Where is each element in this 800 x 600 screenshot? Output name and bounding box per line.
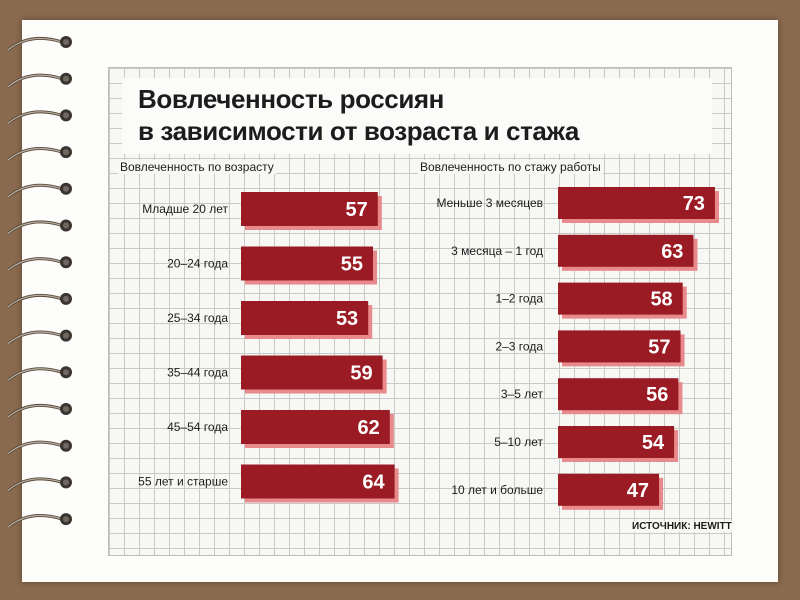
bar-value-label: 57	[648, 336, 670, 358]
category-label: 20–24 года	[167, 257, 228, 271]
category-label: 5–10 лет	[494, 435, 543, 449]
spiral-binding	[7, 36, 72, 529]
bar	[241, 410, 390, 444]
ring-wire-highlight	[7, 294, 63, 308]
ring-wire-highlight	[7, 258, 63, 271]
bar-value-label: 63	[661, 241, 683, 263]
ring-wire-highlight	[7, 404, 63, 418]
bar-value-label: 56	[646, 384, 668, 406]
ring-hole-center	[63, 406, 69, 412]
bar-value-label: 62	[358, 417, 380, 439]
bar-value-label: 47	[627, 480, 649, 502]
bar	[558, 234, 694, 267]
category-label: Младше 20 лет	[142, 202, 228, 216]
age-chart-title: Вовлеченность по возрасту	[118, 160, 276, 174]
category-label: 45–54 года	[167, 420, 228, 434]
bar	[241, 464, 395, 499]
tenure-chart-title: Вовлеченность по стажу работы	[418, 160, 603, 174]
ring-wire-highlight	[7, 147, 63, 161]
ring-hole-center	[63, 295, 69, 302]
chart-title-line-2: в зависимости от возраста и стажа	[138, 116, 579, 146]
bar	[241, 301, 369, 335]
ring-wire-highlight	[7, 478, 63, 491]
ring-wire-highlight	[7, 184, 63, 198]
bar	[241, 246, 373, 281]
bar	[558, 473, 660, 506]
bar-value-label: 64	[362, 472, 385, 494]
source-note: ИСТОЧНИК: HEWITT	[630, 521, 734, 532]
ring-wire-highlight	[7, 37, 63, 51]
ring-hole-center	[63, 222, 69, 229]
category-label: 3 месяца – 1 год	[451, 244, 543, 258]
bar-value-label: 54	[642, 432, 665, 454]
bar-value-label: 57	[346, 199, 368, 221]
category-label: 10 лет и больше	[451, 483, 543, 497]
category-label: Меньше 3 месяцев	[436, 196, 543, 210]
category-label: 3–5 лет	[501, 387, 544, 401]
ring-hole-center	[63, 442, 69, 449]
ring-hole-center	[63, 479, 69, 486]
bar	[558, 282, 683, 315]
ring-wire-highlight	[7, 514, 63, 528]
category-label: 35–44 года	[167, 366, 228, 380]
ring-hole-center	[63, 185, 69, 192]
bar	[558, 426, 675, 458]
ring-wire-highlight	[7, 331, 63, 345]
title-block: Вовлеченность россиян в зависимости от в…	[122, 78, 712, 154]
ring-hole-center	[63, 112, 69, 119]
ring-hole-center	[63, 259, 69, 266]
bar	[241, 192, 378, 226]
bar-value-label: 59	[350, 363, 372, 385]
ring-hole-center	[63, 75, 69, 82]
ring-hole-center	[63, 516, 69, 523]
ring-hole-center	[63, 369, 69, 376]
bar-value-label: 53	[336, 308, 358, 330]
bar	[558, 378, 679, 411]
bar	[558, 187, 715, 219]
bar	[241, 355, 383, 390]
category-label: 55 лет и старше	[138, 475, 228, 489]
category-label: 2–3 года	[495, 339, 543, 353]
ring-wire-highlight	[7, 221, 63, 234]
ring-wire-highlight	[7, 368, 63, 381]
chart-title-line-1: Вовлеченность россиян	[138, 84, 444, 114]
ring-hole-center	[63, 39, 69, 45]
ring-hole-center	[63, 149, 69, 156]
ring-wire-highlight	[7, 441, 63, 455]
bar-value-label: 58	[650, 289, 672, 311]
bar	[558, 330, 681, 363]
bar-value-label: 73	[683, 193, 705, 215]
bar-value-label: 55	[341, 254, 363, 276]
category-label: 25–34 года	[167, 311, 228, 325]
category-label: 1–2 года	[495, 292, 543, 306]
ring-hole-center	[63, 332, 69, 339]
ring-wire-highlight	[7, 111, 63, 124]
ring-wire-highlight	[7, 74, 63, 88]
